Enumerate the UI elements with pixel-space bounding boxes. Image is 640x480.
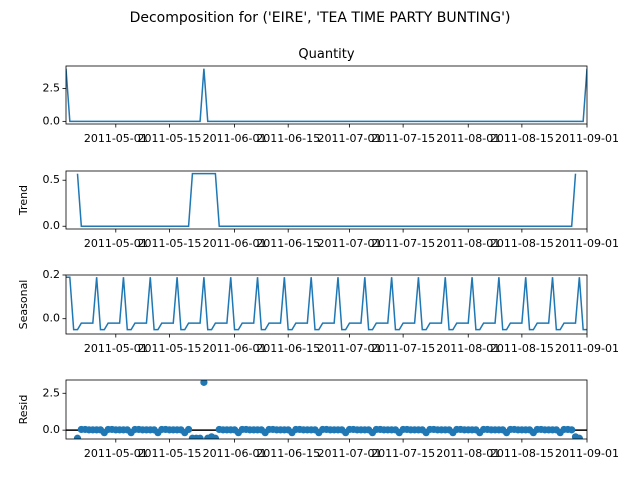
x-tick-label: 2011-06-01 xyxy=(203,237,267,250)
x-tick-label: 2011-06-15 xyxy=(256,132,320,145)
y-tick-label: 2.5 xyxy=(43,81,61,94)
y-tick-label: 0.0 xyxy=(43,423,61,436)
y-axis-label: Seasonal xyxy=(17,280,30,330)
x-tick-label: 2011-05-15 xyxy=(137,447,201,460)
x-tick-label: 2011-09-01 xyxy=(555,237,619,250)
x-tick-label: 2011-05-01 xyxy=(84,447,148,460)
plot-area xyxy=(66,380,587,439)
x-tick-label: 2011-05-15 xyxy=(137,237,201,250)
series-line xyxy=(66,68,587,123)
y-tick-label: 0.0 xyxy=(43,114,61,127)
y-axis-label: Trend xyxy=(17,185,30,216)
y-tick-label: 0.5 xyxy=(43,173,61,186)
resid-point xyxy=(568,426,576,434)
series-line xyxy=(76,172,577,227)
x-tick-label: 2011-09-01 xyxy=(555,342,619,355)
x-tick-label: 2011-07-15 xyxy=(371,342,435,355)
x-tick-label: 2011-05-01 xyxy=(84,132,148,145)
x-tick-label: 2011-08-15 xyxy=(490,132,554,145)
x-tick-label: 2011-05-01 xyxy=(84,237,148,250)
panel-title: Quantity xyxy=(298,47,354,62)
y-tick-label: 0.2 xyxy=(43,268,61,281)
x-tick-label: 2011-08-01 xyxy=(436,447,500,460)
x-tick-label: 2011-07-01 xyxy=(318,237,382,250)
y-tick-label: 2.5 xyxy=(43,386,61,399)
axes-frame xyxy=(65,170,588,230)
resid-point xyxy=(184,425,193,434)
x-tick-label: 2011-05-01 xyxy=(84,342,148,355)
x-tick-label: 2011-07-15 xyxy=(371,132,435,145)
plot-area xyxy=(66,276,587,331)
x-tick-label: 2011-06-01 xyxy=(203,342,267,355)
plot-area xyxy=(66,68,587,123)
x-tick-label: 2011-08-15 xyxy=(490,447,554,460)
series-line xyxy=(66,276,587,331)
resid-point xyxy=(211,434,220,439)
x-tick-label: 2011-07-01 xyxy=(318,342,382,355)
x-tick-label: 2011-05-15 xyxy=(137,132,201,145)
x-tick-label: 2011-09-01 xyxy=(555,447,619,460)
resid-point xyxy=(200,380,208,386)
x-tick-label: 2011-06-01 xyxy=(203,132,267,145)
resid-point xyxy=(73,434,82,439)
x-tick-label: 2011-08-15 xyxy=(490,237,554,250)
y-tick-label: 0.0 xyxy=(43,219,61,232)
x-tick-label: 2011-07-15 xyxy=(371,237,435,250)
x-tick-label: 2011-05-15 xyxy=(137,342,201,355)
x-tick-label: 2011-06-15 xyxy=(256,237,320,250)
x-tick-label: 2011-08-01 xyxy=(436,342,500,355)
x-tick-label: 2011-08-01 xyxy=(436,237,500,250)
x-tick-label: 2011-06-15 xyxy=(256,342,320,355)
axes-frame xyxy=(65,65,588,125)
resid-point xyxy=(575,434,583,439)
figure-suptitle: Decomposition for ('EIRE', 'TEA TIME PAR… xyxy=(130,10,511,26)
y-tick-label: 0.0 xyxy=(43,312,61,325)
x-tick-label: 2011-06-01 xyxy=(203,447,267,460)
axes-frame xyxy=(65,274,588,335)
axes-frame xyxy=(65,379,588,440)
resid-point xyxy=(196,434,204,439)
y-axis-label: Resid xyxy=(17,395,30,425)
x-tick-label: 2011-09-01 xyxy=(555,132,619,145)
x-tick-label: 2011-06-15 xyxy=(256,447,320,460)
x-tick-label: 2011-07-15 xyxy=(371,447,435,460)
x-tick-label: 2011-08-01 xyxy=(436,132,500,145)
x-tick-label: 2011-07-01 xyxy=(318,447,382,460)
x-tick-label: 2011-07-01 xyxy=(318,132,382,145)
plot-area xyxy=(76,172,577,227)
x-tick-label: 2011-08-15 xyxy=(490,342,554,355)
